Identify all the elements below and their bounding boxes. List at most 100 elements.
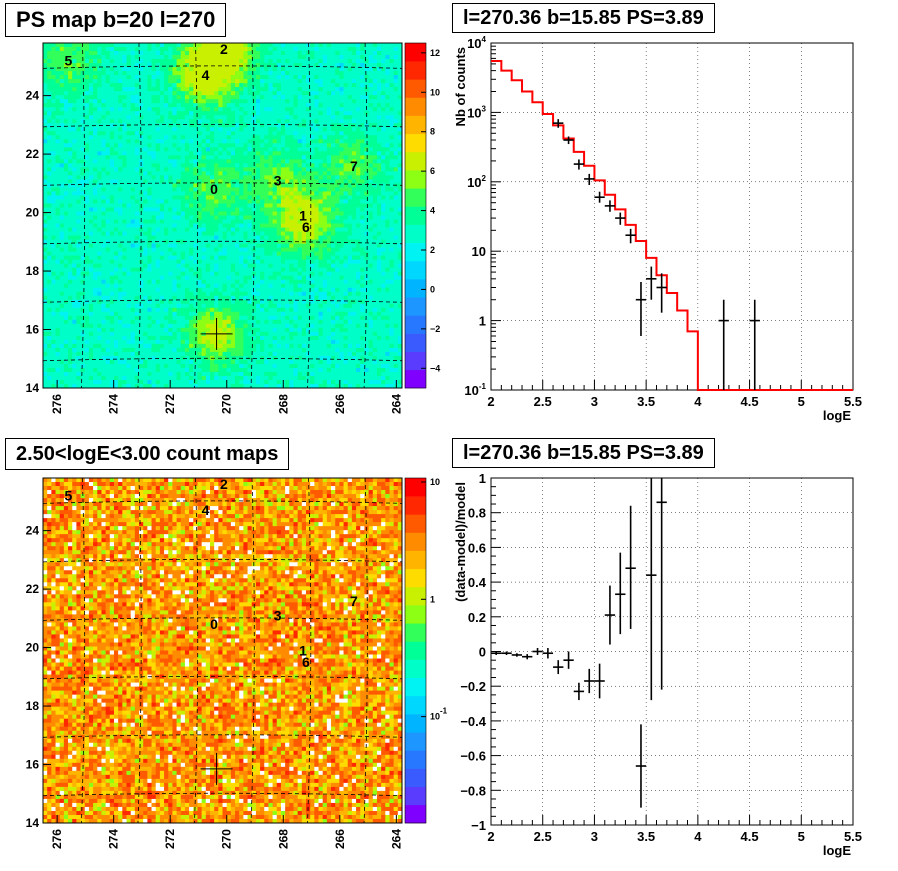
heatmap-cell — [193, 155, 198, 160]
heatmap-cell — [260, 183, 265, 188]
heatmap-cell — [276, 119, 282, 124]
heatmap-cell — [293, 215, 299, 220]
heatmap-cell — [130, 263, 136, 269]
heatmap-cell — [372, 259, 378, 265]
heatmap-cell — [93, 79, 98, 84]
heatmap-cell — [51, 203, 56, 208]
heatmap-cell — [297, 123, 303, 128]
heatmap-cell — [247, 191, 253, 196]
heatmap-cell — [230, 131, 236, 136]
heatmap-cell — [280, 111, 286, 116]
heatmap-cell — [172, 159, 177, 164]
heatmap-cell — [360, 199, 365, 204]
heatmap-cell — [260, 251, 265, 257]
heatmap-cell — [226, 131, 232, 136]
heatmap-cell — [356, 207, 361, 212]
heatmap-cell — [159, 243, 165, 248]
heatmap-cell — [93, 139, 98, 144]
heatmap-cell — [230, 139, 236, 144]
heatmap-cell — [76, 191, 81, 196]
heatmap-cell — [164, 191, 169, 196]
heatmap-cell — [43, 51, 48, 56]
heatmap-cell — [322, 147, 328, 152]
heatmap-cell — [322, 151, 328, 156]
heatmap-cell — [389, 171, 395, 176]
heatmap-cell — [55, 255, 61, 261]
heatmap-cell — [222, 95, 228, 100]
heatmap-cell — [239, 155, 244, 160]
heatmap-cell — [310, 79, 315, 84]
heatmap-cell — [205, 123, 211, 128]
heatmap-cell — [43, 267, 48, 273]
heatmap-cell — [230, 83, 236, 88]
heatmap-cell — [205, 43, 211, 48]
heatmap-cell — [356, 75, 361, 80]
heatmap-cell — [322, 223, 328, 228]
heatmap-cell — [59, 131, 65, 136]
heatmap-cell — [139, 55, 144, 60]
heatmap-cell — [285, 55, 290, 60]
heatmap-cell — [322, 199, 328, 204]
heatmap-cell — [68, 239, 73, 244]
heatmap-cell — [289, 159, 294, 164]
heatmap-cell — [301, 219, 307, 224]
heatmap-cell — [264, 123, 269, 128]
heatmap-cell — [239, 83, 244, 88]
heatmap-cell — [243, 187, 248, 192]
heatmap-cell — [59, 71, 65, 76]
heatmap-cell — [105, 163, 111, 168]
heatmap-cell — [184, 107, 190, 112]
heatmap-cell — [347, 239, 353, 244]
heatmap-cell — [339, 247, 344, 252]
heatmap-cell — [184, 163, 190, 168]
heatmap-cell — [105, 251, 111, 257]
heatmap-cell — [260, 155, 265, 160]
heatmap-cell — [43, 139, 48, 144]
heatmap-cell — [93, 183, 98, 188]
heatmap-cell — [172, 207, 177, 212]
heatmap-cell — [264, 59, 269, 64]
heatmap-cell — [97, 175, 102, 180]
heatmap-cell — [63, 43, 69, 48]
heatmap-cell — [122, 159, 127, 164]
heatmap-cell — [55, 111, 61, 116]
heatmap-cell — [126, 191, 132, 196]
heatmap-cell — [243, 51, 248, 56]
heatmap-cell — [93, 215, 98, 220]
heatmap-cell — [310, 71, 315, 76]
heatmap-cell — [314, 103, 319, 108]
heatmap-cell — [331, 127, 336, 132]
heatmap-cell — [255, 123, 261, 128]
heatmap-cell — [47, 135, 52, 140]
heatmap-cell — [180, 271, 186, 277]
heatmap-cell — [289, 79, 294, 84]
heatmap-cell — [310, 187, 315, 192]
heatmap-cell — [260, 247, 265, 252]
heatmap-cell — [218, 143, 223, 148]
heatmap-cell — [193, 191, 198, 196]
heatmap-cell — [126, 171, 132, 176]
heatmap-cell — [301, 151, 307, 156]
heatmap-cell — [130, 255, 136, 261]
heatmap-cell — [239, 227, 244, 232]
heatmap-cell — [389, 231, 395, 236]
heatmap-cell — [368, 87, 374, 92]
heatmap-cell — [285, 119, 290, 124]
heatmap-cell — [209, 147, 215, 152]
heatmap-cell — [381, 163, 386, 168]
heatmap-cell — [68, 107, 73, 112]
heatmap-cell — [105, 147, 111, 152]
heatmap-cell — [247, 219, 253, 224]
heatmap-cell — [59, 267, 65, 273]
heatmap-cell — [364, 83, 369, 88]
heatmap-cell — [126, 55, 132, 60]
heatmap-cell — [205, 247, 211, 252]
heatmap-cell — [88, 119, 94, 124]
heatmap-cell — [235, 195, 240, 200]
heatmap-cell — [55, 267, 61, 273]
heatmap-cell — [180, 267, 186, 273]
heatmap-cell — [305, 223, 311, 228]
heatmap-cell — [84, 187, 90, 192]
heatmap-cell — [376, 59, 382, 64]
heatmap-cell — [218, 55, 223, 60]
